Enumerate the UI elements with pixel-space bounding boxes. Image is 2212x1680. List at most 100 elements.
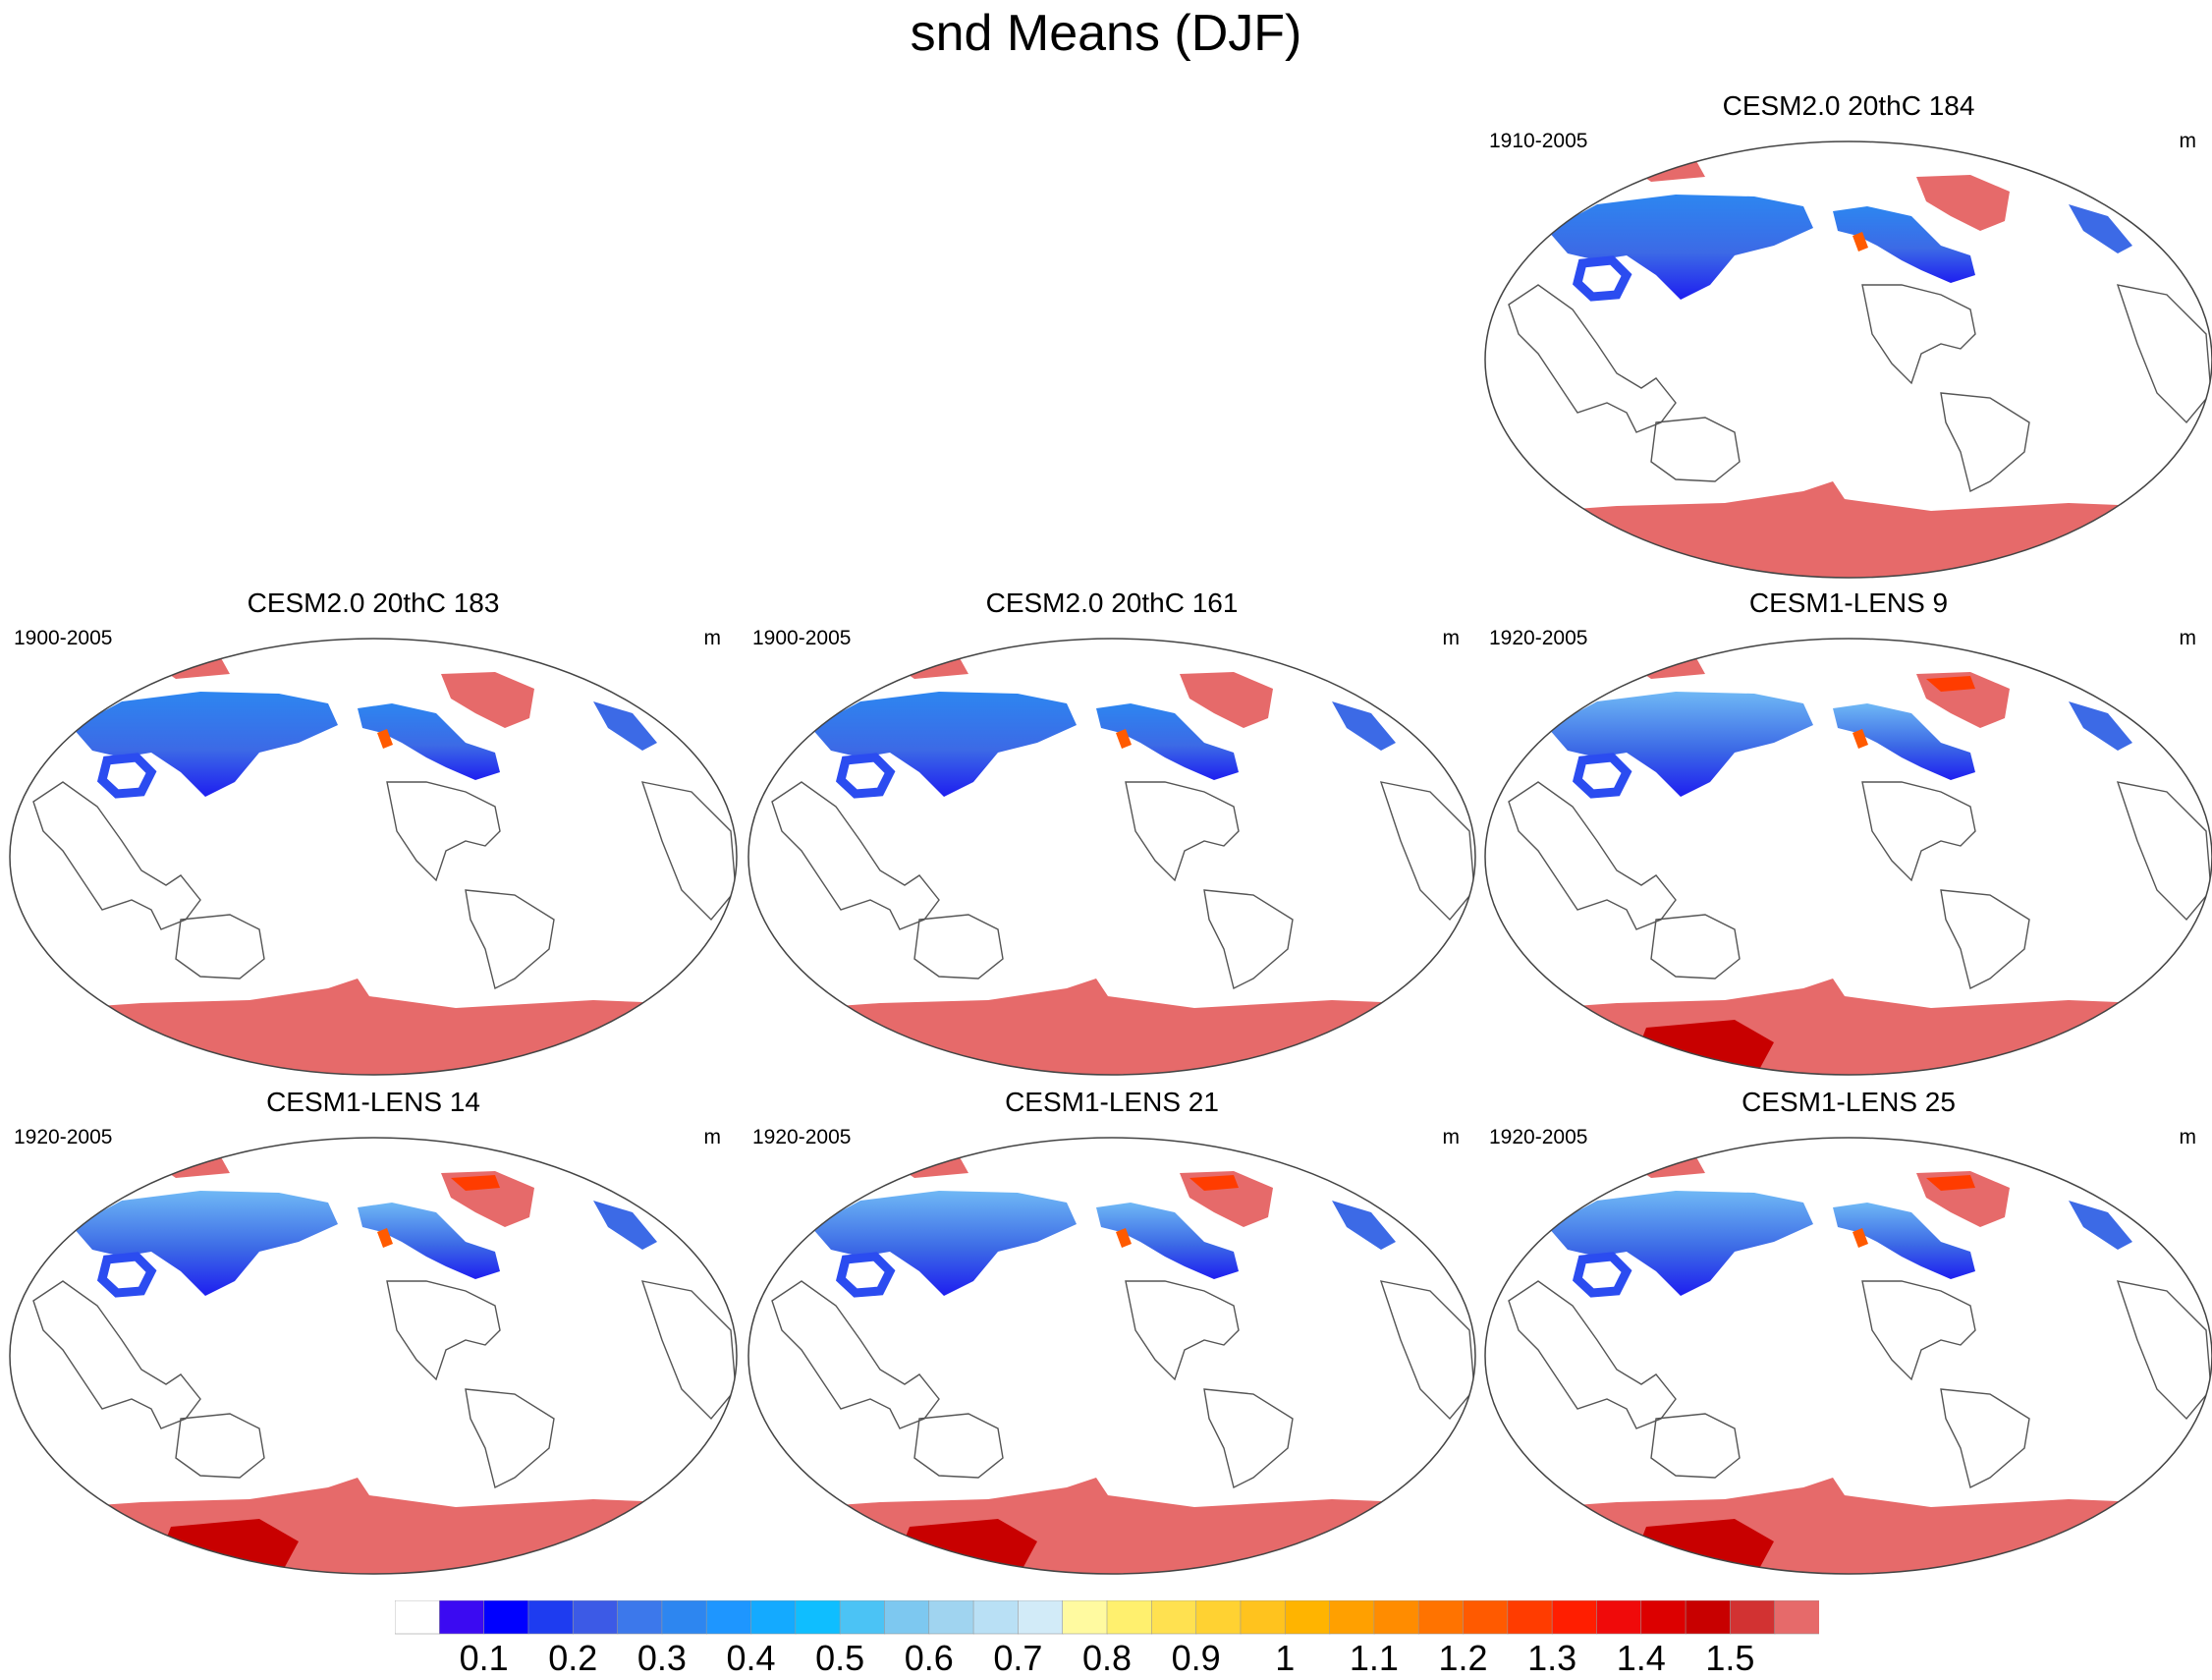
colorbar-label: 0.8 bbox=[1081, 1638, 1133, 1678]
africa-coastline bbox=[2116, 284, 2212, 424]
map-boundary bbox=[9, 638, 738, 1076]
australia-coastline bbox=[1650, 914, 1741, 980]
panel-title: CESM2.0 20thC 184 bbox=[1722, 90, 1975, 121]
africa-coastline bbox=[1379, 781, 1475, 922]
colorbar-swatch bbox=[705, 1600, 752, 1635]
colorbar-label: 0.9 bbox=[1171, 1638, 1221, 1678]
australia-coastline bbox=[175, 1413, 265, 1479]
panel-unit: m bbox=[2179, 130, 2197, 152]
colorbar-swatch bbox=[395, 1600, 441, 1635]
figure-title: snd Means (DJF) bbox=[910, 5, 1302, 62]
colorbar-label: 1.1 bbox=[1349, 1638, 1399, 1678]
panel-unit: m bbox=[1442, 1126, 1461, 1148]
africa-coastline bbox=[640, 1280, 737, 1421]
colorbar-label: 1.3 bbox=[1527, 1638, 1577, 1678]
colorbar-swatch bbox=[750, 1600, 797, 1635]
colorbar-swatch bbox=[1730, 1600, 1776, 1635]
north-america-coastline bbox=[386, 781, 501, 882]
world-map bbox=[747, 638, 1476, 1076]
colorbar-label: 0.7 bbox=[993, 1638, 1043, 1678]
colorbar-swatch bbox=[928, 1600, 974, 1635]
colorbar-label: 0.1 bbox=[459, 1638, 509, 1678]
colorbar-swatch bbox=[1062, 1600, 1108, 1635]
colorbar-swatch bbox=[972, 1600, 1020, 1635]
world-map bbox=[9, 1137, 738, 1575]
north-america-coastline bbox=[1125, 781, 1240, 882]
colorbar-swatch bbox=[661, 1600, 707, 1635]
greenland bbox=[441, 672, 534, 728]
colorbar-swatch bbox=[1640, 1600, 1687, 1635]
panel-period: 1910-2005 bbox=[1489, 130, 1588, 152]
colorbar-swatch bbox=[1596, 1600, 1642, 1635]
map-panel: CESM1-LENS 21 1920-2005 m bbox=[743, 1087, 1481, 1578]
colorbar-label: 0.6 bbox=[904, 1638, 954, 1678]
world-map bbox=[747, 1137, 1476, 1575]
colorbar-swatch bbox=[527, 1600, 575, 1635]
colorbar-label: 0.3 bbox=[636, 1638, 687, 1678]
colorbar-swatch bbox=[572, 1600, 619, 1635]
panel-title: CESM1-LENS 14 bbox=[266, 1087, 480, 1117]
panel-unit: m bbox=[2179, 627, 2197, 649]
europe-snow bbox=[593, 1201, 657, 1250]
colorbar-swatch bbox=[1329, 1600, 1375, 1635]
panel-title: CESM1-LENS 9 bbox=[1748, 588, 1949, 618]
europe-snow bbox=[1332, 1201, 1396, 1250]
australia-coastline bbox=[1650, 1413, 1741, 1479]
panel-title: CESM1-LENS 25 bbox=[1742, 1087, 1956, 1117]
south-america-coastline bbox=[1940, 392, 2030, 493]
colorbar-swatch bbox=[839, 1600, 886, 1635]
australia-coastline bbox=[1650, 417, 1741, 482]
colorbar-swatch bbox=[1551, 1600, 1598, 1635]
panel-title: CESM1-LENS 21 bbox=[1005, 1087, 1219, 1117]
africa-coastline bbox=[640, 781, 737, 922]
panel-period: 1900-2005 bbox=[14, 627, 113, 649]
eurasia-snow bbox=[1548, 1191, 1813, 1296]
colorbar-swatch bbox=[1151, 1600, 1197, 1635]
colorbar-swatch bbox=[795, 1600, 841, 1635]
south-america-coastline bbox=[1940, 1388, 2030, 1489]
australia-coastline bbox=[913, 1413, 1004, 1479]
map-panel: CESM1-LENS 9 1920-2005 m bbox=[1479, 588, 2212, 1079]
colorbar-swatch bbox=[1774, 1600, 1819, 1635]
map-boundary bbox=[747, 638, 1476, 1076]
europe-snow bbox=[2069, 701, 2132, 751]
panel-unit: m bbox=[1442, 627, 1461, 649]
colorbar-swatch bbox=[1284, 1600, 1331, 1635]
panel-unit: m bbox=[2179, 1126, 2197, 1148]
colorbar bbox=[395, 1600, 1819, 1635]
africa-coastline bbox=[2116, 1280, 2212, 1421]
map-panel: CESM2.0 20thC 161 1900-2005 m bbox=[743, 588, 1481, 1079]
north-america-coastline bbox=[1861, 284, 1976, 385]
australia-coastline bbox=[175, 914, 265, 980]
map-boundary bbox=[1484, 140, 2212, 579]
colorbar-swatch bbox=[1685, 1600, 1732, 1635]
colorbar-swatch bbox=[884, 1600, 930, 1635]
north-america-snow bbox=[358, 1203, 500, 1279]
colorbar-label: 0.5 bbox=[815, 1638, 865, 1678]
south-america-coastline bbox=[1203, 1388, 1294, 1489]
panel-period: 1920-2005 bbox=[1489, 1126, 1588, 1148]
north-america-snow bbox=[1833, 703, 1975, 780]
eurasia-snow bbox=[811, 692, 1077, 797]
north-america-coastline bbox=[1125, 1280, 1240, 1381]
europe-snow bbox=[593, 701, 657, 751]
panel-title: CESM2.0 20thC 161 bbox=[985, 588, 1239, 618]
eurasia-snow bbox=[1548, 195, 1813, 300]
europe-snow bbox=[2069, 1201, 2132, 1250]
map-panel: CESM1-LENS 25 1920-2005 m bbox=[1479, 1087, 2212, 1578]
south-america-coastline bbox=[465, 889, 555, 990]
world-map bbox=[1484, 140, 2212, 579]
panel-period: 1920-2005 bbox=[752, 1126, 852, 1148]
colorbar-label: 0.2 bbox=[548, 1638, 598, 1678]
map-boundary bbox=[1484, 1137, 2212, 1575]
panel-title: CESM2.0 20thC 183 bbox=[247, 588, 500, 618]
eurasia-snow bbox=[73, 692, 338, 797]
map-panel: CESM1-LENS 14 1920-2005 m bbox=[4, 1087, 743, 1578]
colorbar-label: 0.4 bbox=[726, 1638, 776, 1678]
europe-snow bbox=[1332, 701, 1396, 751]
colorbar-swatch bbox=[1417, 1600, 1465, 1635]
africa-coastline bbox=[2116, 781, 2212, 922]
colorbar-swatch bbox=[1240, 1600, 1287, 1635]
north-america-snow bbox=[1833, 1203, 1975, 1279]
europe-snow bbox=[2069, 204, 2132, 253]
